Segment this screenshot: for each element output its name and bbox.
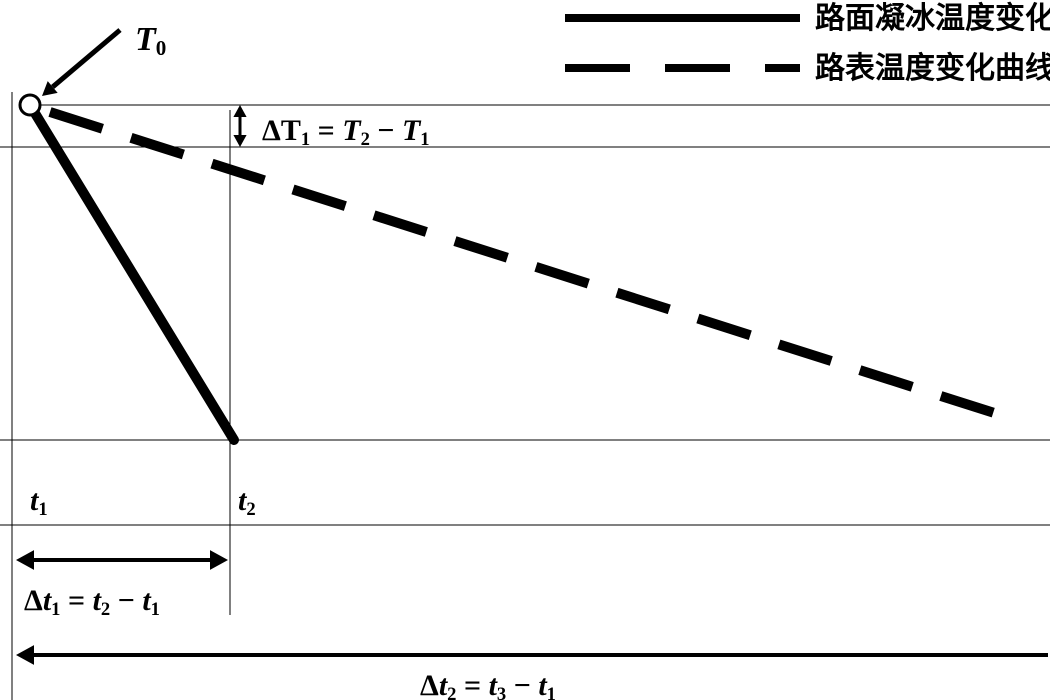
label-delta-t2: Δt2 = t3 − t1	[420, 669, 556, 700]
legend-dashed-label: 路表温度变化曲线	[815, 51, 1050, 85]
legend-solid-label: 路面凝冰温度变化	[815, 1, 1050, 35]
diagram-svg: 路面凝冰温度变化 路表温度变化曲线 T0 ΔT1 = T2 − T1 t1 t2…	[0, 0, 1050, 700]
label-delta-t1: Δt1 = t2 − t1	[24, 584, 160, 620]
label-delta-temp-1: ΔT1 = T2 − T1	[262, 114, 430, 150]
origin-marker	[20, 95, 40, 115]
